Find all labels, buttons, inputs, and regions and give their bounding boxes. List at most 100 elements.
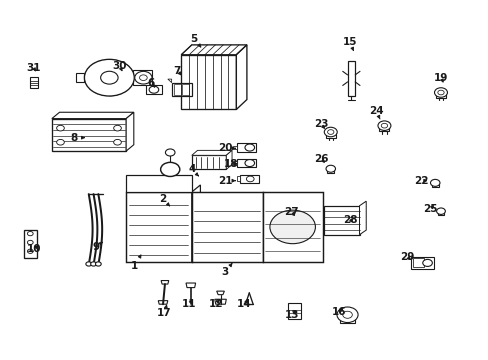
Text: 29: 29 — [400, 252, 414, 262]
Circle shape — [336, 307, 357, 323]
Polygon shape — [236, 45, 246, 109]
Polygon shape — [161, 280, 168, 284]
Circle shape — [27, 231, 33, 236]
Circle shape — [324, 127, 337, 137]
Text: 30: 30 — [112, 62, 127, 71]
Text: 2: 2 — [159, 194, 169, 206]
Polygon shape — [123, 65, 129, 69]
Circle shape — [434, 88, 447, 97]
Bar — [237, 159, 256, 167]
Text: 4: 4 — [188, 165, 198, 176]
Text: 11: 11 — [182, 299, 196, 309]
Text: 22: 22 — [414, 176, 428, 186]
Polygon shape — [105, 59, 109, 63]
Bar — [239, 175, 258, 183]
Text: 8: 8 — [71, 133, 84, 143]
Circle shape — [57, 125, 64, 131]
Text: 27: 27 — [284, 207, 298, 217]
Polygon shape — [87, 67, 93, 71]
Bar — [232, 161, 237, 165]
Bar — [52, 118, 126, 151]
Text: 20: 20 — [218, 143, 235, 153]
Polygon shape — [112, 59, 117, 63]
Polygon shape — [85, 82, 91, 86]
Text: 1: 1 — [130, 255, 141, 271]
Bar — [326, 169, 334, 173]
Bar — [30, 77, 39, 87]
Polygon shape — [181, 45, 246, 55]
Bar — [412, 258, 423, 267]
Bar — [24, 230, 37, 258]
Circle shape — [57, 139, 64, 145]
Polygon shape — [116, 91, 121, 95]
Text: 15: 15 — [342, 37, 356, 50]
Text: 17: 17 — [157, 305, 171, 318]
Bar — [347, 62, 354, 96]
Bar — [410, 257, 433, 269]
Bar — [173, 84, 181, 95]
Circle shape — [381, 123, 387, 128]
Circle shape — [342, 311, 351, 318]
Text: 18: 18 — [224, 159, 238, 169]
Bar — [431, 183, 438, 187]
Bar — [437, 212, 443, 215]
Polygon shape — [119, 61, 124, 66]
Circle shape — [86, 262, 91, 266]
Bar — [323, 206, 359, 235]
Polygon shape — [214, 299, 226, 304]
Text: 28: 28 — [342, 215, 356, 225]
Bar — [236, 176, 239, 181]
Bar — [287, 303, 301, 319]
Polygon shape — [128, 80, 134, 84]
Text: 10: 10 — [26, 244, 41, 254]
Circle shape — [327, 130, 333, 134]
Text: 16: 16 — [331, 307, 346, 317]
Text: 6: 6 — [147, 78, 154, 88]
Polygon shape — [191, 185, 200, 262]
Circle shape — [246, 176, 254, 182]
Bar — [262, 192, 322, 262]
Bar — [237, 143, 256, 152]
Circle shape — [139, 75, 147, 81]
Text: 25: 25 — [422, 204, 437, 214]
Bar — [232, 146, 237, 149]
Polygon shape — [191, 150, 232, 155]
Polygon shape — [95, 90, 100, 94]
Circle shape — [135, 71, 152, 84]
Text: 24: 24 — [368, 106, 383, 119]
Text: 7: 7 — [173, 66, 181, 76]
Text: 12: 12 — [208, 299, 223, 309]
Bar — [76, 73, 84, 82]
Bar — [146, 85, 161, 94]
Bar — [191, 192, 262, 262]
Polygon shape — [127, 69, 133, 73]
Circle shape — [165, 149, 175, 156]
Polygon shape — [84, 78, 89, 81]
Circle shape — [244, 144, 254, 151]
Circle shape — [436, 208, 445, 215]
Polygon shape — [84, 72, 90, 75]
Bar — [182, 84, 189, 95]
Polygon shape — [92, 63, 97, 67]
Polygon shape — [102, 92, 106, 96]
Circle shape — [269, 210, 315, 244]
Circle shape — [377, 121, 390, 130]
Polygon shape — [226, 150, 232, 170]
Text: 3: 3 — [221, 264, 231, 277]
Circle shape — [429, 179, 439, 186]
Text: 5: 5 — [190, 34, 201, 47]
Circle shape — [84, 59, 134, 96]
Circle shape — [90, 262, 96, 266]
Circle shape — [113, 139, 121, 145]
Bar — [133, 70, 151, 85]
Text: 26: 26 — [313, 154, 328, 164]
Circle shape — [325, 165, 335, 172]
Polygon shape — [359, 201, 366, 235]
Circle shape — [27, 240, 33, 244]
Circle shape — [95, 262, 101, 266]
Polygon shape — [126, 112, 134, 151]
Polygon shape — [98, 60, 103, 64]
Text: 13: 13 — [285, 310, 299, 320]
Bar — [125, 192, 191, 262]
Bar — [191, 155, 226, 170]
